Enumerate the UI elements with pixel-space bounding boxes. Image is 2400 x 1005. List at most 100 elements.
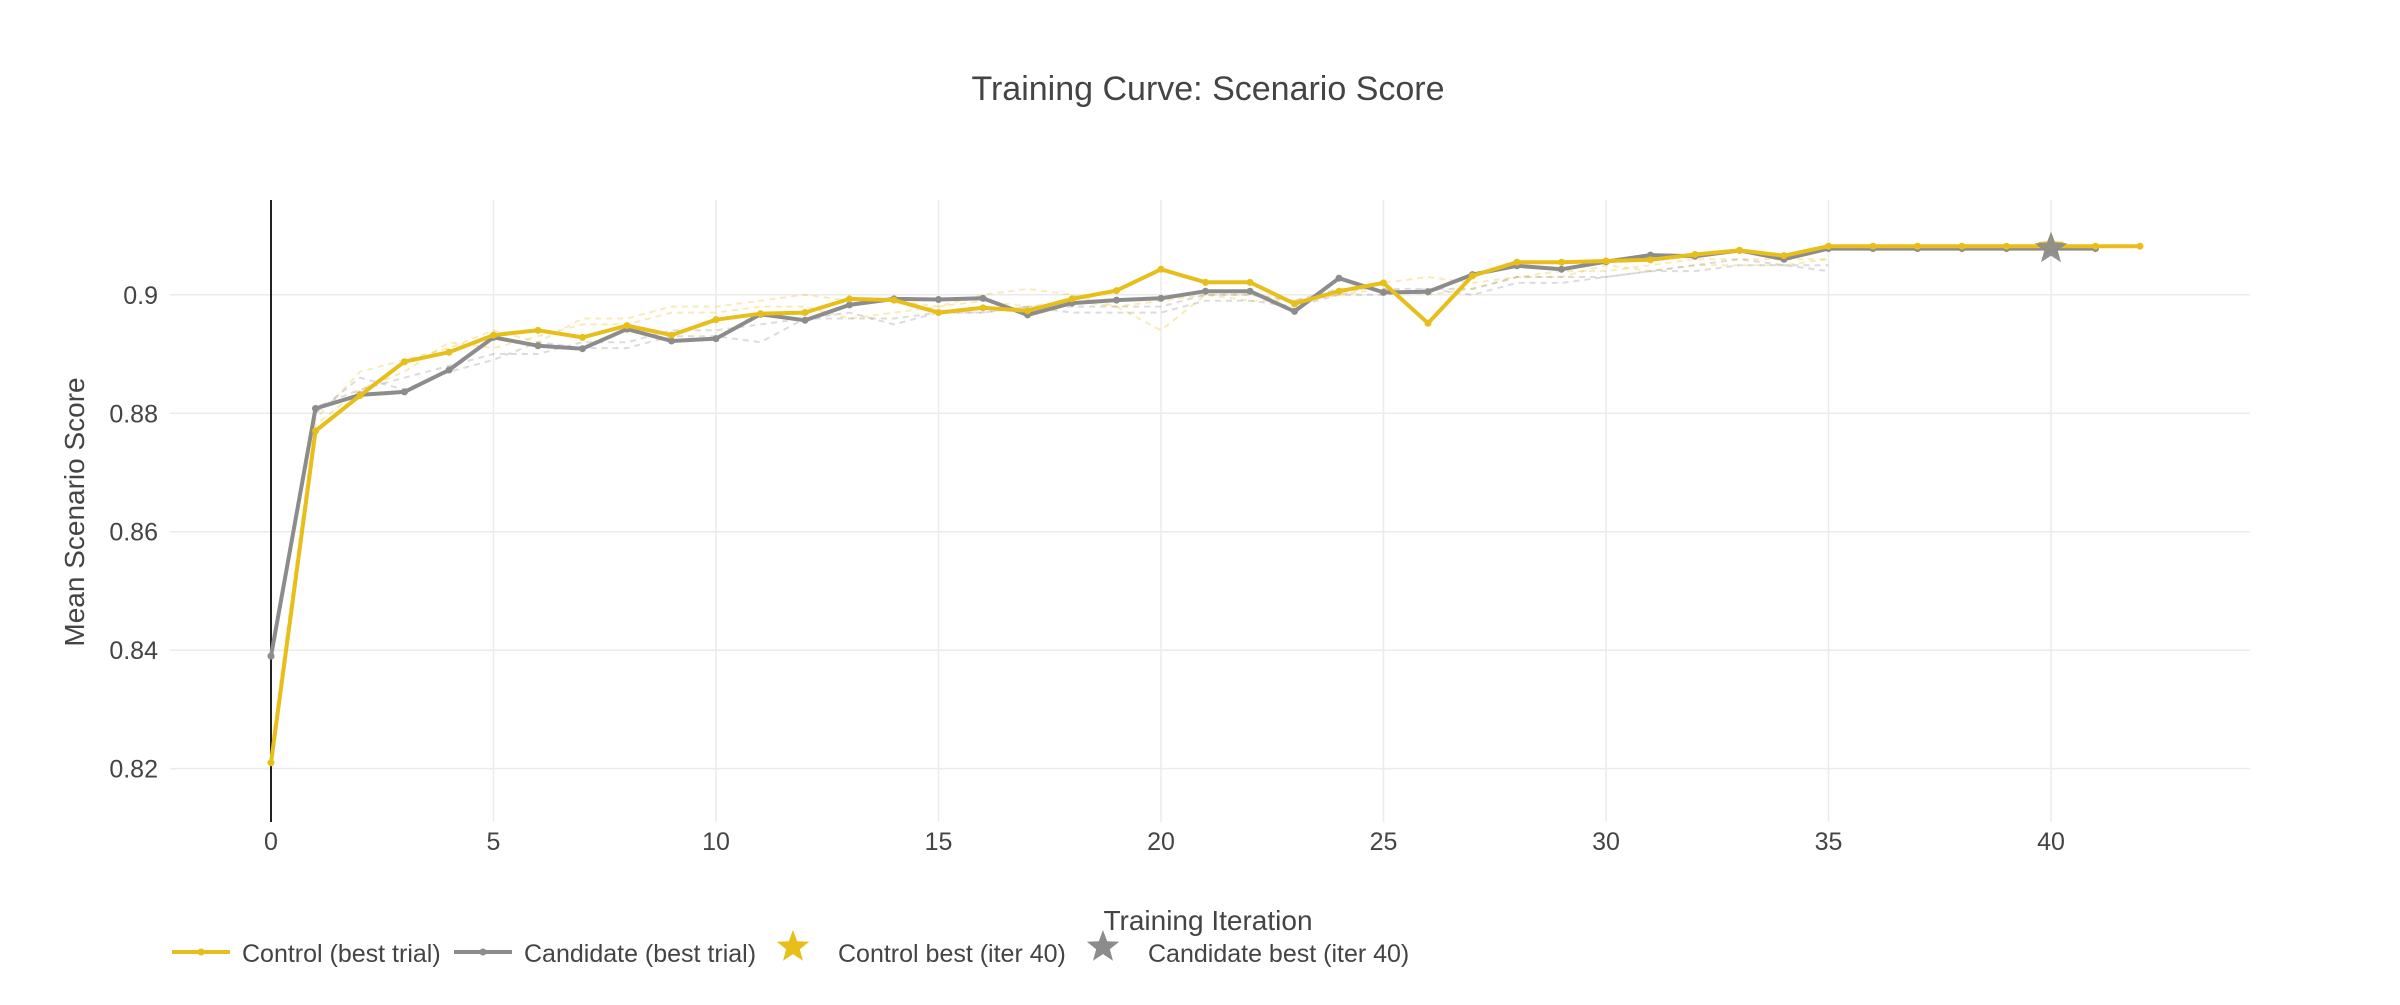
control-series-point: [1469, 272, 1476, 280]
control-series-point: [846, 295, 853, 303]
y-tick-label: 0.88: [109, 400, 158, 428]
grid-lines: [170, 200, 2250, 822]
x-tick-label: 20: [1147, 828, 1175, 856]
control-series-point: [1246, 278, 1254, 286]
candidate-trial-line: [270, 258, 1829, 663]
x-axis-label: Training Iteration: [1103, 905, 1312, 936]
candidate-trial-line: [270, 264, 1829, 651]
candidate-series-point: [712, 335, 720, 343]
legend: Control (best trial) Candidate (best tri…: [172, 930, 1409, 968]
legend-item-control[interactable]: Control (best trial): [172, 940, 441, 968]
control-series-point: [801, 309, 809, 317]
candidate-series-point: [267, 652, 275, 660]
control-series-point: [401, 358, 408, 366]
candidate-series-point: [534, 342, 542, 350]
candidate-series-point: [1202, 287, 1209, 295]
x-tick-label: 35: [1815, 828, 1843, 856]
control-series-point: [2136, 242, 2144, 250]
control-series-point: [1291, 300, 1298, 308]
series-lines: [267, 242, 2144, 767]
candidate-series-point: [1157, 294, 1165, 302]
control-series-line: [269, 244, 2140, 764]
control-series-point: [490, 331, 497, 339]
control-series-point: [445, 348, 453, 356]
control-series-point: [1914, 242, 1921, 250]
control-series-point: [1335, 287, 1343, 295]
candidate-series-point: [1380, 288, 1387, 296]
chart-title: Training Curve: Scenario Score: [971, 70, 1444, 108]
candidate-series-point: [1558, 265, 1565, 273]
x-tick-label: 30: [1592, 828, 1620, 856]
control-series-point: [534, 326, 542, 334]
control-series-point: [1113, 287, 1120, 295]
candidate-series-point: [979, 294, 987, 302]
control-series-point: [267, 759, 275, 767]
control-series-point: [712, 316, 720, 324]
legend-label-control: Control (best trial): [242, 940, 441, 968]
candidate-series-point: [935, 296, 942, 304]
legend-swatch-control-dot: [197, 948, 205, 956]
y-axis-label: Mean Scenario Score: [59, 377, 90, 646]
y-tick-label: 0.84: [109, 637, 158, 665]
candidate-series-point: [445, 366, 453, 374]
candidate-series-point: [1424, 288, 1432, 296]
legend-item-candidate-best[interactable]: Candidate best (iter 40): [1086, 930, 1409, 968]
control-series-point: [1202, 278, 1209, 286]
control-series-point: [1068, 295, 1076, 303]
x-tick-label: 15: [925, 828, 953, 856]
candidate-series-point: [1335, 274, 1343, 282]
control-series-point: [1869, 242, 1877, 250]
legend-star-control-icon: [776, 930, 810, 961]
control-series-point: [1691, 250, 1699, 258]
control-series-point: [890, 296, 898, 304]
x-tick-label: 40: [2037, 828, 2065, 856]
control-trial-line: [270, 258, 1829, 752]
control-series-point: [1780, 252, 1788, 260]
best-markers: [2034, 231, 2068, 263]
candidate-series-point: [401, 388, 408, 396]
candidate-series-point: [846, 301, 853, 309]
control-series-point: [1424, 319, 1432, 327]
control-series-point: [1736, 246, 1743, 254]
control-series-point: [1024, 307, 1031, 315]
legend-star-candidate-icon: [1086, 930, 1120, 961]
legend-label-control-best: Control best (iter 40): [838, 940, 1066, 968]
control-series-point: [757, 310, 764, 318]
candidate-series-point: [312, 405, 319, 413]
control-series-point: [312, 427, 319, 435]
y-tick-label: 0.9: [123, 282, 158, 310]
x-tick-label: 0: [264, 828, 278, 856]
control-series-point: [1380, 279, 1387, 287]
control-series-point: [1825, 242, 1832, 250]
candidate-series-point: [668, 337, 675, 345]
y-tick-label: 0.82: [109, 756, 158, 784]
control-series-point: [1558, 258, 1565, 266]
control-series-point: [1647, 256, 1654, 264]
control-series-point: [2003, 242, 2010, 250]
legend-item-control-best[interactable]: Control best (iter 40): [776, 930, 1066, 968]
control-series-point: [356, 391, 364, 399]
legend-swatch-candidate-dot: [479, 948, 487, 956]
candidate-series-line: [269, 246, 2096, 657]
candidate-best-star-icon: [2034, 231, 2068, 263]
candidate-series-point: [579, 345, 586, 353]
candidate-series-point: [801, 316, 809, 324]
candidate-series-point: [1246, 287, 1254, 295]
control-series-point: [1958, 242, 1966, 250]
control-series-point: [668, 331, 675, 339]
candidate-series-point: [1291, 307, 1298, 315]
tick-labels: 0.82 0.84 0.86 0.88 0.9 0 5 10 15 20 25 30 35 40: [109, 282, 2065, 856]
x-tick-label: 25: [1370, 828, 1398, 856]
control-series-point: [935, 309, 942, 317]
x-tick-label: 5: [487, 828, 501, 856]
legend-item-candidate[interactable]: Candidate (best trial): [454, 940, 756, 968]
control-series-point: [2092, 242, 2099, 250]
control-series-point: [579, 333, 586, 341]
y-tick-label: 0.86: [109, 519, 158, 547]
control-series-point: [1602, 257, 1610, 265]
control-series-point: [979, 304, 987, 312]
legend-label-candidate: Candidate (best trial): [524, 940, 756, 968]
control-series-point: [1157, 265, 1165, 273]
